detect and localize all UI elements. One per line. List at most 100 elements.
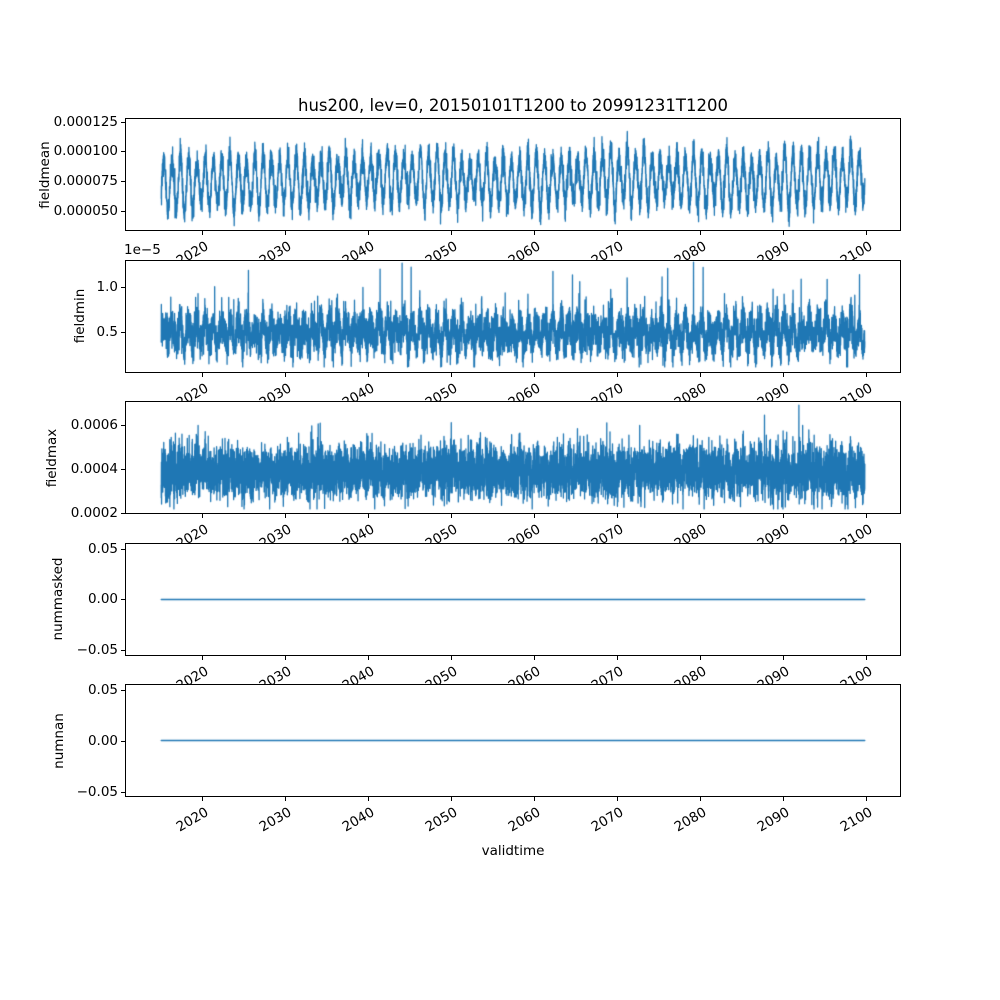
y-tick-label: 0.0006 [70,417,118,434]
subplot-fieldmax [125,401,901,515]
x-tick-label: 2070 [588,804,627,836]
fieldmax-series-line [126,402,900,514]
y-tick-label: 0.000050 [53,202,118,219]
x-tick [616,372,618,377]
x-tick [284,797,286,802]
subplot-nummasked [125,542,901,656]
y-tick [121,690,125,692]
x-tick [699,372,701,377]
x-tick [367,797,369,802]
x-tick-label-row: 2020 2030 2040 2050 2060 2070 2080 2090 2100 [0,804,1000,840]
x-tick [201,514,203,519]
numnan-series-line [126,685,900,797]
x-tick [533,797,535,802]
x-tick [782,514,784,519]
y-axis-label-fieldmin: fieldmin [72,288,88,344]
x-tick [699,514,701,519]
x-tick-label: 2040 [340,804,378,836]
y-tick [121,331,125,333]
y-tick [121,425,125,427]
x-tick [284,231,286,235]
y-tick [121,791,125,793]
x-tick-label: 2050 [423,804,461,836]
x-tick [782,231,784,235]
y-tick [121,121,125,123]
x-tick [533,372,535,377]
y-tick [121,649,125,651]
y-tick-label: 0.5 [96,323,118,340]
fieldmin-series-line [126,260,900,372]
x-tick [367,655,369,660]
y-axis-label-nummasked: nummasked [50,557,66,641]
x-tick [201,231,203,235]
fieldmean-series-line [126,119,900,230]
y-tick [121,599,125,601]
y-tick [121,740,125,742]
y-tick [121,151,125,153]
x-tick [201,655,203,660]
x-tick [699,797,701,802]
x-tick [782,655,784,660]
y-tick-label: 0.0002 [70,505,118,522]
x-tick [616,514,618,519]
x-tick-label: 2060 [505,804,544,836]
y-tick [121,513,125,515]
x-tick [533,514,535,519]
y-tick-label: −0.05 [76,641,118,658]
x-tick [450,231,452,235]
x-tick [450,655,452,660]
x-tick [450,514,452,519]
y-tick-label: 0.05 [87,540,118,557]
y-tick [121,210,125,212]
x-tick [201,372,203,377]
y-tick [121,287,125,289]
y-tick-label: 0.000100 [53,143,118,160]
x-tick [533,655,535,660]
x-tick [450,372,452,377]
subplot-fieldmin [125,259,901,373]
chart-title: hus200, lev=0, 20150101T1200 to 20991231… [298,96,728,115]
y-axis-label-fieldmean: fieldmean [37,140,53,209]
y-tick-label: 0.000075 [53,173,118,190]
y-axis-label-numnan: numnan [51,713,67,769]
x-tick [533,231,535,235]
x-tick-label: 2080 [671,804,710,836]
x-tick-label: 2020 [174,804,212,836]
subplot-fieldmean [125,118,901,231]
x-tick [616,797,618,802]
x-tick [699,231,701,235]
y-tick [121,181,125,183]
y-tick-label: 0.05 [87,682,118,699]
nummasked-series-line [126,543,900,655]
y-tick-label: 0.0004 [70,461,118,478]
y-tick-label: 0.00 [87,591,118,608]
x-tick [699,655,701,660]
y-tick-label: 1.0 [96,279,118,296]
x-tick [450,797,452,802]
x-tick [284,372,286,377]
y-tick-label: 0.000125 [53,113,118,130]
x-tick-label: 2100 [837,804,876,836]
y-tick-label: −0.05 [76,783,118,800]
x-tick [865,231,867,235]
x-tick [284,514,286,519]
x-tick-label: 2030 [257,804,295,836]
x-tick [367,231,369,235]
subplot-numnan [125,684,901,798]
x-tick [616,231,618,235]
x-tick [201,797,203,802]
x-tick [782,372,784,377]
x-tick [367,372,369,377]
y-axis-offset-text: 1e−5 [124,242,161,258]
x-tick [865,514,867,519]
y-tick [121,469,125,471]
x-tick [782,797,784,802]
x-axis-label: validtime [481,843,545,859]
x-tick [367,514,369,519]
y-axis-label-fieldmax: fieldmax [44,428,60,487]
x-tick [865,797,867,802]
y-tick-label: 0.00 [87,732,118,749]
x-tick [865,655,867,660]
x-tick [284,655,286,660]
